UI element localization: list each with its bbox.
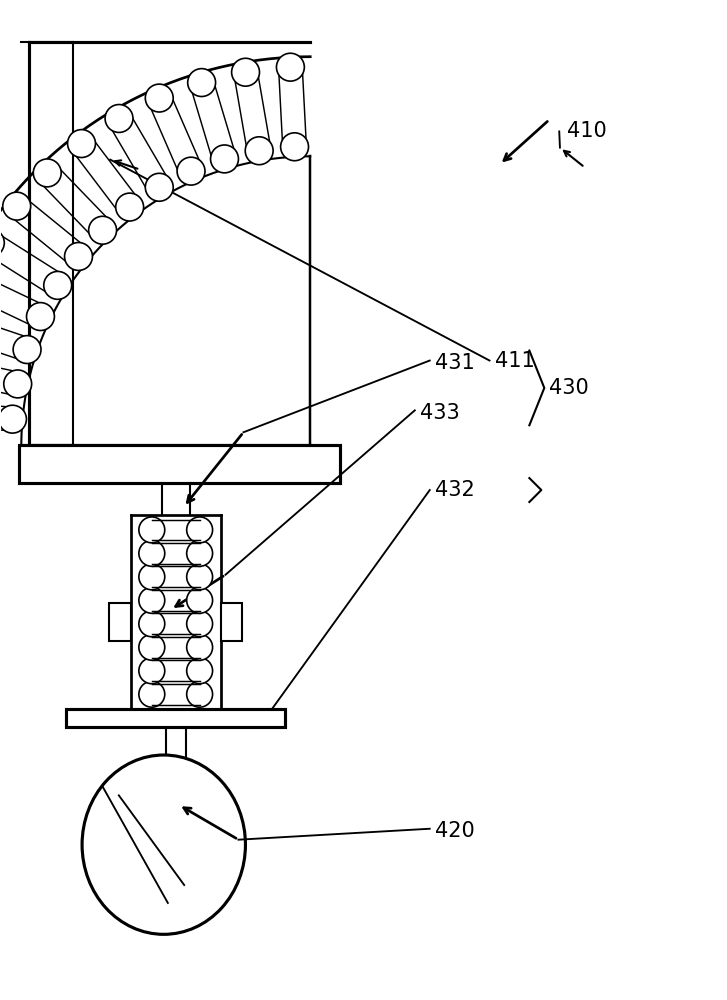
Bar	[20, 445, 340, 483]
Circle shape	[139, 587, 165, 613]
Circle shape	[187, 517, 212, 543]
Bar	[220, 603, 243, 641]
Circle shape	[116, 193, 144, 221]
Circle shape	[187, 681, 212, 707]
Circle shape	[33, 159, 61, 187]
Circle shape	[187, 658, 212, 684]
Circle shape	[139, 564, 165, 590]
Circle shape	[211, 145, 238, 173]
Circle shape	[281, 133, 308, 161]
Bar	[109, 603, 131, 641]
Circle shape	[26, 303, 55, 330]
Circle shape	[105, 105, 133, 132]
Text: 431: 431	[435, 353, 475, 373]
Circle shape	[187, 587, 212, 613]
Circle shape	[145, 173, 173, 201]
Circle shape	[13, 336, 41, 364]
Circle shape	[0, 405, 26, 433]
Circle shape	[89, 216, 116, 244]
Circle shape	[187, 634, 212, 660]
Circle shape	[139, 681, 165, 707]
Circle shape	[139, 540, 165, 566]
Circle shape	[276, 53, 305, 81]
Circle shape	[139, 658, 165, 684]
Circle shape	[65, 243, 92, 270]
Circle shape	[187, 611, 212, 637]
Circle shape	[0, 229, 4, 257]
Text: 433: 433	[419, 403, 459, 423]
Circle shape	[44, 271, 72, 299]
Circle shape	[145, 84, 173, 112]
Text: 410: 410	[567, 121, 607, 141]
Circle shape	[188, 69, 216, 97]
Circle shape	[139, 517, 165, 543]
Ellipse shape	[82, 755, 246, 934]
Text: 420: 420	[435, 821, 475, 841]
Circle shape	[232, 58, 260, 86]
Circle shape	[139, 634, 165, 660]
Circle shape	[4, 370, 32, 398]
Circle shape	[139, 611, 165, 637]
Circle shape	[245, 137, 273, 165]
Circle shape	[177, 157, 205, 185]
Bar	[66, 709, 285, 727]
Circle shape	[3, 192, 31, 220]
Text: 411: 411	[496, 351, 535, 371]
Circle shape	[187, 540, 212, 566]
Circle shape	[68, 130, 95, 157]
Text: 430: 430	[550, 378, 589, 398]
Text: 432: 432	[435, 480, 475, 500]
Circle shape	[187, 564, 212, 590]
